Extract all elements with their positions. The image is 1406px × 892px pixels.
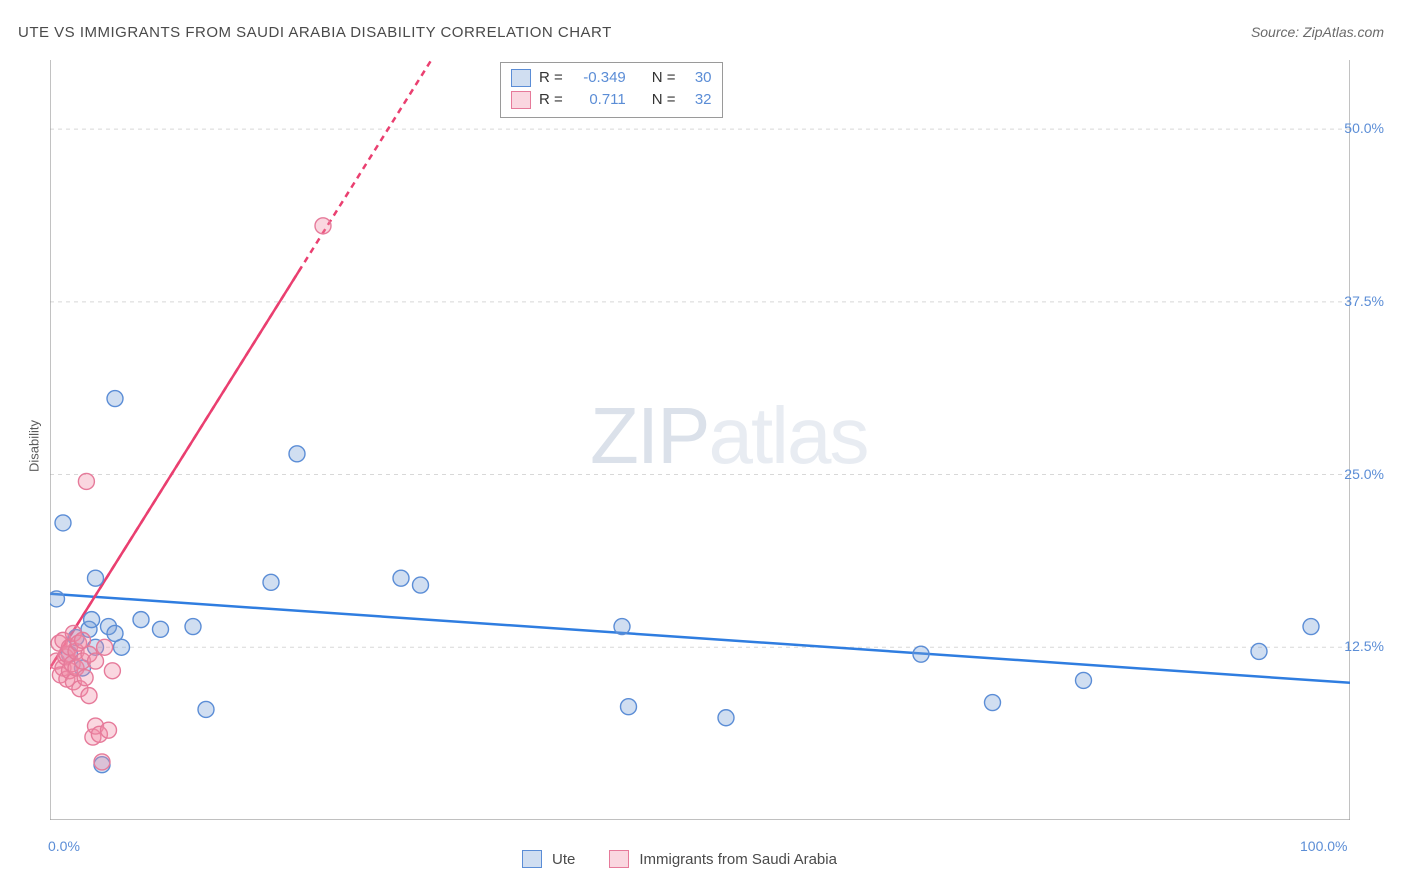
y-tick-25: 25.0% [1344, 466, 1384, 482]
x-tick-0: 0.0% [48, 838, 80, 854]
stats-swatch-1 [511, 91, 531, 109]
scatter-plot: ZIPatlas [50, 60, 1350, 820]
stats-n-val-0: 30 [684, 67, 712, 89]
bottom-swatch-0 [522, 850, 542, 868]
stats-r-label-1: R = [539, 89, 563, 111]
y-tick-50: 50.0% [1344, 120, 1384, 136]
chart-svg [50, 60, 1350, 820]
stats-n-label-0: N = [652, 67, 676, 89]
bottom-legend-label-1: Immigrants from Saudi Arabia [639, 851, 837, 868]
stats-legend-box: R = -0.349 N = 30 R = 0.711 N = 32 [500, 62, 723, 118]
stats-swatch-0 [511, 69, 531, 87]
y-axis-label: Disability [27, 420, 42, 472]
chart-title: UTE VS IMMIGRANTS FROM SAUDI ARABIA DISA… [18, 24, 612, 41]
bottom-legend: Ute Immigrants from Saudi Arabia [522, 850, 837, 868]
y-tick-37-5: 37.5% [1344, 293, 1384, 309]
stats-r-label-0: R = [539, 67, 563, 89]
y-tick-12-5: 12.5% [1344, 638, 1384, 654]
stats-row-0: R = -0.349 N = 30 [511, 67, 712, 89]
bottom-swatch-1 [609, 850, 629, 868]
x-tick-100: 100.0% [1300, 838, 1347, 854]
stats-row-1: R = 0.711 N = 32 [511, 89, 712, 111]
source-attribution: Source: ZipAtlas.com [1251, 24, 1384, 40]
bottom-legend-label-0: Ute [552, 851, 575, 868]
stats-r-val-0: -0.349 [571, 67, 626, 89]
stats-r-val-1: 0.711 [571, 89, 626, 111]
stats-n-val-1: 32 [684, 89, 712, 111]
stats-n-label-1: N = [652, 89, 676, 111]
